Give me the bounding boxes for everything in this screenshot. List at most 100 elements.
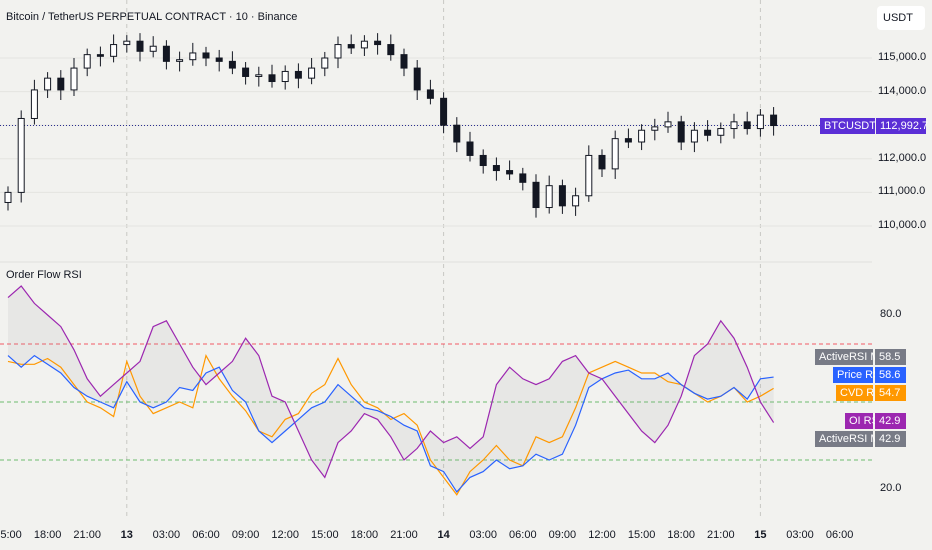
time-tick-label: 18:00 — [667, 529, 695, 541]
candle-body — [585, 154, 593, 197]
candle-body — [4, 191, 12, 203]
candle-body — [717, 128, 725, 136]
price-rsi-label: Price RSI — [833, 367, 883, 383]
candle-body — [558, 185, 566, 207]
time-tick-label: 18:00 — [33, 529, 62, 541]
candle-body — [242, 67, 250, 77]
candle-body — [149, 45, 157, 52]
candle-body — [638, 129, 646, 143]
candle-body — [44, 77, 52, 91]
candle-body — [255, 74, 263, 77]
candle-body — [189, 52, 197, 61]
candle-body — [70, 67, 78, 91]
candle-body — [215, 57, 223, 62]
candle-body — [202, 52, 210, 59]
rsi-tick-label: 80.0 — [880, 308, 902, 320]
candle-body — [294, 70, 302, 79]
candle-body — [572, 195, 580, 207]
candle-body — [30, 89, 38, 119]
candle-body — [677, 121, 685, 143]
candle-body — [374, 40, 382, 46]
price-tick-label: 110,000.0 — [878, 219, 927, 231]
candle-body — [519, 173, 527, 183]
candle-body — [281, 70, 289, 83]
candle-body — [440, 97, 448, 126]
time-tick-label: 03:00 — [152, 529, 181, 541]
cvd-rsi-label: CVD RSI — [836, 385, 885, 401]
candle-body — [624, 138, 632, 143]
candle-body — [96, 54, 104, 57]
candle-body — [492, 165, 500, 172]
active-rsi-min-value: 42.9 — [875, 431, 906, 447]
candle-body — [770, 114, 778, 127]
candle-body — [545, 185, 553, 209]
candle-body — [400, 54, 408, 69]
rsi-tick-label: 20.0 — [880, 482, 902, 494]
candle-body — [453, 124, 461, 143]
candle-body — [413, 67, 421, 91]
time-tick-label: 14 — [437, 529, 450, 541]
candle-body — [387, 44, 395, 56]
price-rsi-value: 58.6 — [875, 367, 906, 383]
candle-body — [136, 40, 144, 52]
candle-body — [756, 114, 764, 130]
active-rsi-min-label: ActiveRSI Min — [815, 431, 888, 447]
cvd-rsi-value: 54.7 — [875, 385, 906, 401]
candle-body — [83, 54, 91, 69]
candle-body — [506, 170, 514, 175]
time-tick-label: 12:00 — [588, 529, 616, 541]
candle-body — [611, 138, 619, 170]
currency-unit-button[interactable]: USDT — [877, 6, 925, 30]
time-tick-label: 03:00 — [469, 529, 497, 541]
candle-body — [426, 89, 434, 99]
candle-body — [110, 44, 118, 57]
chart-title: Bitcoin / TetherUS PERPETUAL CONTRACT · … — [6, 11, 298, 23]
candle-body — [176, 59, 184, 62]
candle-body — [228, 60, 236, 69]
rsi-range-fill — [8, 286, 774, 492]
candle-body — [334, 44, 342, 59]
indicator-title[interactable]: Order Flow RSI — [6, 269, 82, 281]
candle-body — [704, 129, 712, 136]
candle-body — [664, 121, 672, 128]
candle-body — [17, 117, 25, 193]
price-tick-label: 112,000.0 — [878, 151, 927, 164]
price-tick-label: 115,000.0 — [878, 51, 927, 63]
candle-body — [690, 129, 698, 143]
oi-rsi-line — [7, 285, 775, 479]
time-tick-label: 03:00 — [786, 529, 814, 541]
candle-body — [598, 154, 606, 170]
candle-body — [479, 154, 487, 167]
candle-body — [466, 141, 474, 156]
last-price-symbol-tag: BTCUSDT.P — [820, 118, 885, 134]
time-tick-label: 15:00 — [311, 529, 339, 541]
time-tick-label: 06:00 — [192, 529, 220, 541]
price-tick-label: 111,000.0 — [878, 185, 926, 198]
time-tick-label: 15:00 — [627, 529, 656, 541]
time-tick-label: 21:00 — [707, 529, 735, 541]
time-tick-label: 18:00 — [350, 529, 379, 541]
time-tick-label: 21:00 — [390, 529, 418, 541]
active-rsi-max-label: ActiveRSI Max — [815, 349, 891, 365]
candle-body — [743, 121, 751, 130]
last-price-value-tag: 112,992.7 — [876, 118, 928, 134]
candle-body — [268, 74, 276, 83]
time-tick-label: 15 — [754, 529, 767, 541]
candle-body — [57, 77, 65, 91]
candle-body — [532, 181, 540, 209]
candle-body — [651, 126, 659, 131]
candle-body — [162, 45, 170, 62]
time-tick-label: 13 — [120, 529, 133, 541]
axis-panel — [872, 0, 932, 550]
candle-body — [308, 67, 316, 79]
time-tick-label: 21:00 — [73, 529, 101, 541]
candle-body — [360, 40, 368, 49]
active-rsi-max-value: 58.5 — [875, 349, 906, 365]
cvd-rsi-line — [7, 354, 774, 496]
oi-rsi-label: OI RSI — [845, 413, 882, 429]
price-rsi-line — [7, 354, 774, 493]
time-tick-label: 06:00 — [825, 529, 854, 541]
time-tick-label: 09:00 — [231, 529, 260, 541]
